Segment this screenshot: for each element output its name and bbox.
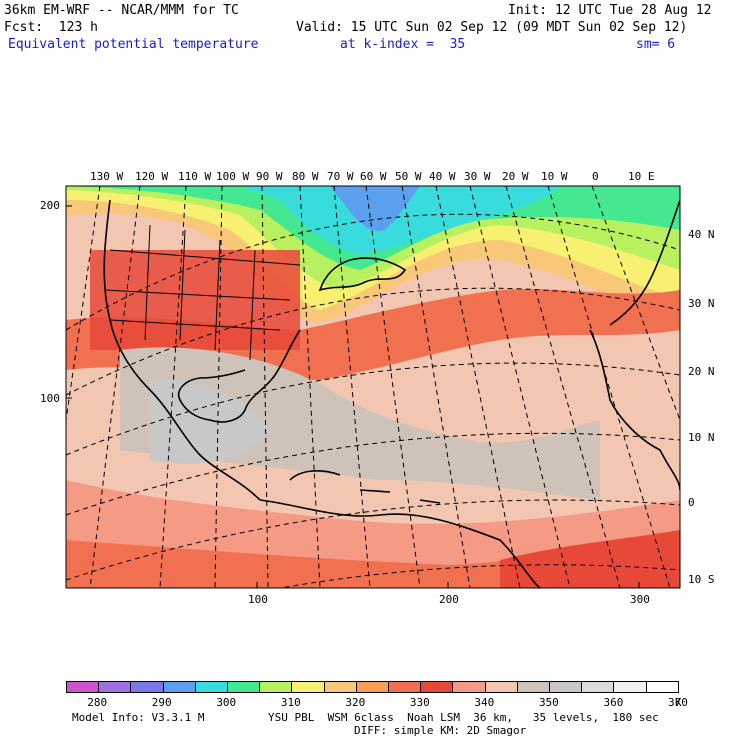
theta-e-field <box>66 186 680 588</box>
lon-label: 60 W <box>360 170 387 183</box>
colorbar-cell <box>389 682 422 692</box>
lon-label: 70 W <box>327 170 354 183</box>
colorbar-cell <box>646 682 678 692</box>
colorbar-label: 320 <box>345 696 366 709</box>
colorbar-cell <box>582 682 615 692</box>
lon-label: 80 W <box>292 170 319 183</box>
grid-y-label: 200 <box>40 199 60 212</box>
grid-x-label: 300 <box>630 593 650 606</box>
colorbar-label: 290 <box>151 696 172 709</box>
model-title: 36km EM-WRF -- NCAR/MMM for TC <box>4 3 239 18</box>
colorbar-cell <box>99 682 132 692</box>
lat-label: 10 N <box>688 431 715 444</box>
colorbar-cell <box>614 682 647 692</box>
lon-label: 100 W <box>216 170 250 183</box>
colorbar-label: 360 <box>603 696 624 709</box>
smoothing-info: sm= 6 <box>636 37 676 52</box>
colorbar-cell <box>228 682 261 692</box>
colorbar-label: 350 <box>538 696 559 709</box>
colorbar-label: 310 <box>280 696 301 709</box>
model-info: Model Info: V3.3.1 M <box>72 711 205 724</box>
colorbar-cell <box>131 682 164 692</box>
colorbar-cell <box>324 682 357 692</box>
lon-label: 40 W <box>429 170 456 183</box>
lat-label: 20 N <box>688 365 715 378</box>
lon-label: 130 W <box>90 170 124 183</box>
field-name: Equivalent potential temperature <box>8 37 259 52</box>
colorbar-cell <box>517 682 551 692</box>
grid-x-label: 100 <box>248 593 268 606</box>
lon-label: 10 E <box>628 170 655 183</box>
colorbar-cell <box>67 682 100 692</box>
grid-y-label: 100 <box>40 392 60 405</box>
colorbar-unit: K <box>675 696 682 709</box>
colorbar-cell <box>421 682 454 692</box>
lon-label: 90 W <box>256 170 283 183</box>
physics-info: YSU PBL WSM 6class Noah LSM 36 km, 35 le… <box>268 711 659 724</box>
colorbar-cell <box>453 682 486 692</box>
lon-label: 110 W <box>178 170 212 183</box>
valid-time: Valid: 15 UTC Sun 02 Sep 12 (09 MDT Sun … <box>296 20 688 35</box>
lon-label: 0 <box>592 170 599 183</box>
forecast-hour: Fcst: 123 h <box>4 20 98 35</box>
colorbar-cell <box>163 682 196 692</box>
colorbar-cell <box>260 682 293 692</box>
lon-label: 30 W <box>464 170 491 183</box>
lat-label: 40 N <box>688 228 715 241</box>
grid-x-label: 200 <box>439 593 459 606</box>
colorbar-label: 330 <box>409 696 430 709</box>
lat-label: 0 <box>688 496 695 509</box>
lon-label: 10 W <box>541 170 568 183</box>
lat-label: 10 S <box>688 573 715 586</box>
lon-label: 120 W <box>135 170 169 183</box>
lon-label: 50 W <box>395 170 422 183</box>
colorbar-cell <box>292 682 325 692</box>
colorbar-label: 340 <box>474 696 495 709</box>
lon-label: 20 W <box>502 170 529 183</box>
colorbar <box>66 681 679 693</box>
colorbar-label: 370 <box>668 696 688 709</box>
coastlines <box>103 199 680 588</box>
colorbar-cell <box>356 682 390 692</box>
colorbar-label: 300 <box>216 696 237 709</box>
init-time: Init: 12 UTC Tue 28 Aug 12 <box>508 3 712 18</box>
map-frame <box>65 185 681 589</box>
state-borders <box>104 224 301 361</box>
colorbar-cell <box>485 682 518 692</box>
colorbar-cell <box>550 682 583 692</box>
frame-ticks <box>66 205 640 588</box>
colorbar-cell <box>195 682 229 692</box>
colorbar-label: 280 <box>87 696 108 709</box>
level-info: at k-index = 35 <box>340 37 466 52</box>
lat-label: 30 N <box>688 297 715 310</box>
graticule <box>66 186 680 588</box>
diffusion-info: DIFF: simple KM: 2D Smagor <box>354 724 527 737</box>
